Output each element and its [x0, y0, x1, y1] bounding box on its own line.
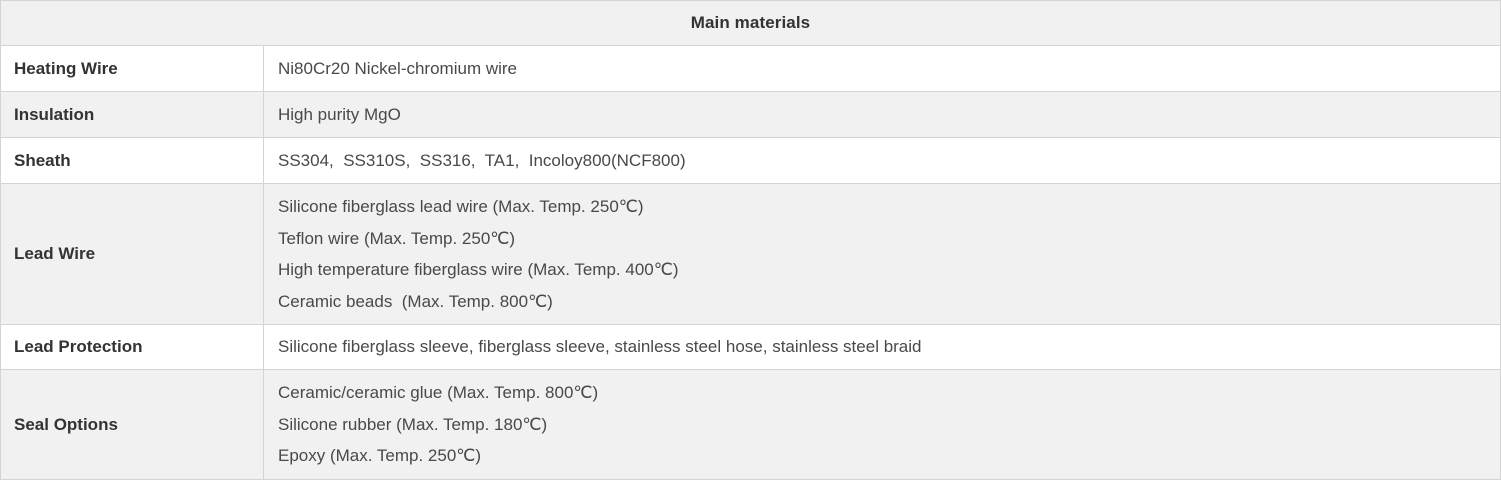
value-line: Teflon wire (Max. Temp. 250℃)	[278, 228, 516, 248]
row-value: SS304, SS310S, SS316, TA1, Incoloy800(NC…	[263, 137, 1501, 184]
value-line: SS304, SS310S, SS316, TA1, Incoloy800(NC…	[278, 150, 686, 170]
value-line: Ni80Cr20 Nickel-chromium wire	[278, 58, 517, 78]
value-line: Epoxy (Max. Temp. 250℃)	[278, 446, 482, 466]
value-line: Silicone rubber (Max. Temp. 180℃)	[278, 414, 548, 434]
row-label: Sheath	[0, 137, 264, 184]
value-line: Silicone fiberglass sleeve, fiberglass s…	[278, 337, 922, 357]
table-row-lead-wire: Lead Wire Silicone fiberglass lead wire …	[0, 183, 1501, 325]
table-row-heating-wire: Heating Wire Ni80Cr20 Nickel-chromium wi…	[0, 45, 1501, 92]
row-value: Silicone fiberglass lead wire (Max. Temp…	[263, 183, 1501, 325]
row-label: Lead Wire	[0, 183, 264, 325]
row-value: High purity MgO	[263, 91, 1501, 138]
row-value: Ni80Cr20 Nickel-chromium wire	[263, 45, 1501, 92]
value-line: High purity MgO	[278, 104, 401, 124]
value-line: Ceramic beads (Max. Temp. 800℃)	[278, 291, 553, 311]
table-title-row: Main materials	[0, 0, 1501, 46]
row-value: Silicone fiberglass sleeve, fiberglass s…	[263, 324, 1501, 370]
table-row-lead-protection: Lead Protection Silicone fiberglass slee…	[0, 324, 1501, 370]
table-row-sheath: Sheath SS304, SS310S, SS316, TA1, Incolo…	[0, 137, 1501, 184]
row-value: Ceramic/ceramic glue (Max. Temp. 800℃) S…	[263, 369, 1501, 480]
value-line: High temperature fiberglass wire (Max. T…	[278, 260, 679, 279]
row-label: Insulation	[0, 91, 264, 138]
value-line: Ceramic/ceramic glue (Max. Temp. 800℃)	[278, 383, 599, 403]
row-label: Lead Protection	[0, 324, 264, 370]
value-line: Silicone fiberglass lead wire (Max. Temp…	[278, 197, 644, 216]
row-label: Seal Options	[0, 369, 264, 480]
row-label: Heating Wire	[0, 45, 264, 92]
table-row-seal-options: Seal Options Ceramic/ceramic glue (Max. …	[0, 369, 1501, 480]
table-title: Main materials	[0, 0, 1501, 46]
table-row-insulation: Insulation High purity MgO	[0, 91, 1501, 138]
